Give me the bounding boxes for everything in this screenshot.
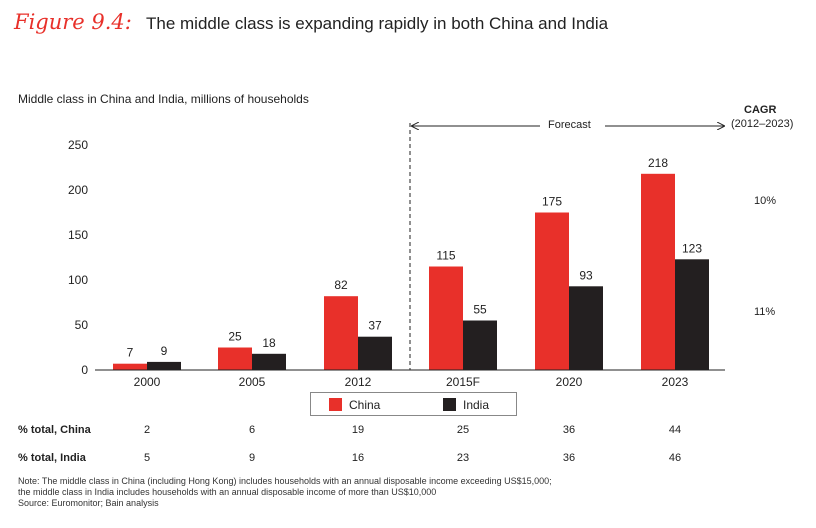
data-label-china-2023: 218	[648, 156, 668, 170]
bar-india-2000	[147, 361, 181, 370]
cagr-range: (2012–2023)	[731, 118, 794, 130]
note-line-2: the middle class in India includes house…	[18, 487, 437, 497]
data-label-china-2015F: 115	[436, 249, 455, 263]
source-note: Source: Euromonitor; Bain analysis	[18, 498, 159, 508]
cagr-china-value: 10%	[754, 195, 777, 207]
data-label-india-2012: 37	[368, 319, 382, 333]
table-india-value-2023: 46	[668, 452, 682, 464]
table-india-value-2020: 36	[562, 452, 576, 464]
table-china-value-2012: 19	[351, 424, 365, 436]
bar-china-2015F	[429, 266, 463, 370]
bar-china-2005	[218, 347, 252, 370]
forecast-label: Forecast	[548, 119, 591, 131]
legend-label-china: China	[349, 398, 381, 412]
data-label-china-2005: 25	[228, 330, 242, 344]
table-china-value-2023: 44	[668, 424, 682, 436]
table-india-value-2005: 9	[248, 452, 256, 464]
table-china-value-2015F: 25	[456, 424, 470, 436]
table-india-value-2015F: 23	[456, 452, 470, 464]
y-tick-label-3: 150	[68, 228, 88, 242]
x-tick-label-2005: 2005	[239, 375, 266, 389]
bars-group: 7 9 25 18 82 37 115 55 175 93 218 123	[113, 156, 709, 370]
data-label-china-2012: 82	[334, 278, 348, 292]
x-tick-label-2012: 2012	[345, 375, 372, 389]
data-label-india-2015F: 55	[473, 303, 487, 317]
legend-label-india: India	[463, 398, 490, 412]
data-label-india-2023: 123	[682, 241, 702, 255]
data-label-china-2020: 175	[542, 195, 562, 209]
y-tick-label-5: 250	[68, 138, 88, 152]
y-axis: 0 50 100 150 200 250	[68, 138, 88, 377]
table-india-value-2000: 5	[143, 452, 151, 464]
bar-china-2020	[535, 212, 569, 370]
legend-swatch-china	[329, 398, 342, 411]
data-label-india-2000: 9	[161, 344, 168, 358]
bar-india-2012	[358, 336, 392, 370]
table-india-value-2012: 16	[351, 452, 365, 464]
y-axis-label: Middle class in China and India, million…	[18, 92, 309, 106]
figure-label: Figure 9.4:	[14, 10, 132, 34]
data-label-china-2000: 7	[127, 346, 134, 360]
bar-china-2012	[324, 296, 358, 370]
note-line-1: Note: The middle class in China (includi…	[18, 476, 552, 486]
y-tick-label-2: 100	[68, 273, 88, 287]
y-tick-label-0: 0	[81, 363, 88, 377]
figure-title: The middle class is expanding rapidly in…	[146, 14, 609, 33]
bar-india-2005	[252, 353, 286, 370]
table-china-value-2005: 6	[248, 424, 256, 436]
x-tick-label-2015F: 2015F	[446, 375, 480, 389]
x-tick-label-2023: 2023	[662, 375, 689, 389]
bar-india-2023	[675, 259, 709, 370]
table-india-label: % total, India	[18, 452, 86, 464]
bar-india-2020	[569, 286, 603, 370]
x-tick-label-2000: 2000	[134, 375, 161, 389]
table-china-label: % total, China	[18, 424, 91, 436]
bar-india-2015F	[463, 320, 497, 370]
table-china-value-2020: 36	[562, 424, 576, 436]
y-tick-label-1: 50	[75, 318, 89, 332]
table-china-value-2000: 2	[143, 424, 151, 436]
y-tick-label-4: 200	[68, 183, 88, 197]
cagr-india-value: 11%	[754, 306, 776, 318]
legend: China India	[310, 392, 517, 416]
data-label-india-2020: 93	[579, 268, 593, 282]
cagr-title: CAGR	[744, 104, 777, 116]
bar-china-2023	[641, 173, 675, 370]
x-tick-label-2020: 2020	[556, 375, 583, 389]
bar-china-2000	[113, 363, 147, 370]
x-axis: 2000 2005 2012 2015F 2020 2023	[134, 375, 689, 389]
data-label-india-2005: 18	[262, 336, 276, 350]
legend-swatch-india	[443, 398, 456, 411]
